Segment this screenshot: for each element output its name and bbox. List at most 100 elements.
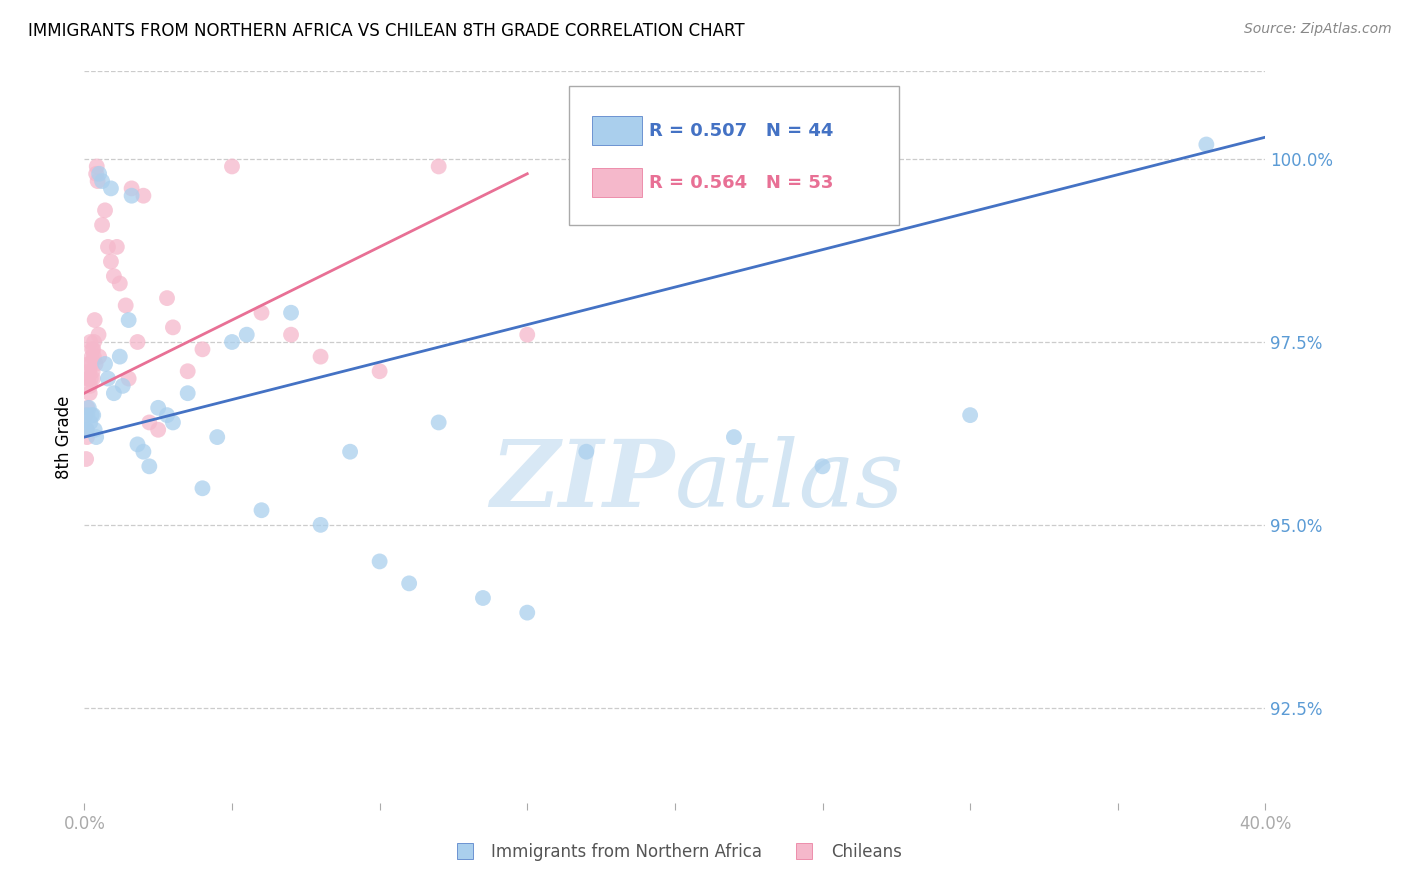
Point <box>177 364 200 378</box>
Text: Source: ZipAtlas.com: Source: ZipAtlas.com <box>1244 22 1392 37</box>
Legend: Immigrants from Northern Africa, Chileans: Immigrants from Northern Africa, Chilean… <box>441 837 908 868</box>
Point <box>91 218 114 232</box>
Text: R = 0.564   N = 53: R = 0.564 N = 53 <box>650 174 834 192</box>
Point <box>87 327 110 342</box>
Point <box>111 379 134 393</box>
Point <box>368 364 391 378</box>
Point <box>76 408 98 422</box>
Point <box>105 240 128 254</box>
Point <box>87 350 111 364</box>
Text: ZIP: ZIP <box>491 436 675 526</box>
Point <box>309 517 332 532</box>
Point <box>127 437 149 451</box>
Point <box>811 459 834 474</box>
Point <box>79 386 101 401</box>
Point <box>75 452 97 467</box>
Point <box>191 481 214 495</box>
Point <box>84 357 107 371</box>
Point <box>97 240 120 254</box>
Point <box>398 576 420 591</box>
Point <box>77 401 100 415</box>
Point <box>86 174 108 188</box>
Point <box>368 554 391 568</box>
Point <box>516 606 538 620</box>
Point <box>138 459 160 474</box>
FancyBboxPatch shape <box>592 116 641 145</box>
Point <box>121 181 143 195</box>
Point <box>86 160 108 174</box>
Point <box>80 343 103 357</box>
Point <box>83 334 105 349</box>
Point <box>472 591 495 605</box>
Point <box>76 430 98 444</box>
Point <box>516 327 538 342</box>
Point <box>132 188 155 202</box>
Point <box>91 174 114 188</box>
Point <box>79 334 101 349</box>
Point <box>280 306 302 320</box>
Point <box>309 350 332 364</box>
Point <box>100 254 122 268</box>
Point <box>148 401 170 415</box>
Point <box>77 371 100 385</box>
Point <box>94 357 117 371</box>
Point <box>250 306 273 320</box>
Point <box>162 416 184 430</box>
Point <box>83 423 105 437</box>
Point <box>156 291 179 305</box>
Point <box>118 371 141 385</box>
Point <box>82 343 104 357</box>
Point <box>575 444 598 458</box>
Point <box>103 386 125 401</box>
Point <box>97 371 120 385</box>
Point <box>83 313 105 327</box>
Point <box>83 350 105 364</box>
Point <box>103 269 125 284</box>
Y-axis label: 8th Grade: 8th Grade <box>55 395 73 479</box>
Point <box>76 423 98 437</box>
Point <box>1195 137 1218 152</box>
Point <box>80 357 103 371</box>
Point <box>339 444 361 458</box>
Point <box>221 334 243 349</box>
Point <box>79 379 101 393</box>
Point <box>127 334 149 349</box>
Point <box>87 167 111 181</box>
Text: R = 0.507   N = 44: R = 0.507 N = 44 <box>650 121 834 140</box>
Point <box>177 386 200 401</box>
Point <box>191 343 214 357</box>
Point <box>77 357 100 371</box>
Point <box>82 408 104 422</box>
Point <box>75 408 97 422</box>
Point <box>162 320 184 334</box>
Point <box>236 327 259 342</box>
Point <box>132 444 155 458</box>
Point <box>77 371 100 385</box>
Point <box>80 408 103 422</box>
Point <box>121 188 143 202</box>
Point <box>76 423 98 437</box>
Point <box>94 203 117 218</box>
FancyBboxPatch shape <box>568 86 900 225</box>
Point <box>427 160 450 174</box>
Point <box>100 181 122 195</box>
Point <box>280 327 302 342</box>
Point <box>108 350 131 364</box>
Point <box>221 160 243 174</box>
Point <box>82 371 104 385</box>
Point <box>207 430 229 444</box>
Point <box>76 401 98 415</box>
Text: IMMIGRANTS FROM NORTHERN AFRICA VS CHILEAN 8TH GRADE CORRELATION CHART: IMMIGRANTS FROM NORTHERN AFRICA VS CHILE… <box>28 22 745 40</box>
Point <box>75 423 97 437</box>
Point <box>138 416 160 430</box>
Point <box>84 430 107 444</box>
Point <box>156 408 179 422</box>
Point <box>80 350 103 364</box>
Point <box>77 364 100 378</box>
Point <box>82 364 104 378</box>
Point <box>959 408 981 422</box>
Point <box>84 167 107 181</box>
Point <box>118 313 141 327</box>
Point <box>108 277 131 291</box>
Point <box>148 423 170 437</box>
